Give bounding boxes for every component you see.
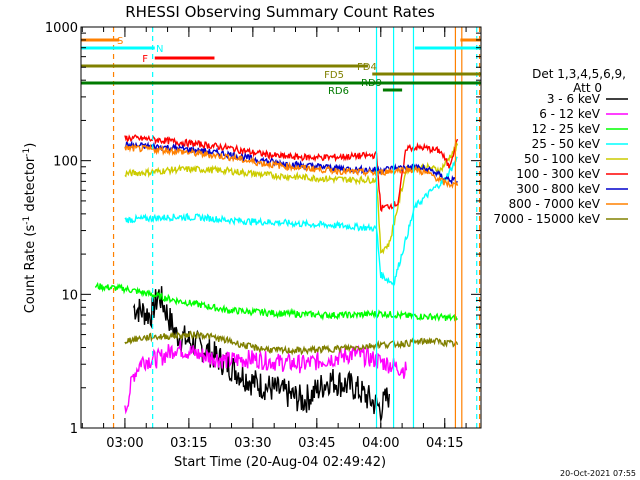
series-7000-15000-kev: [124, 330, 459, 356]
y-tick-label-100: 100: [53, 155, 78, 170]
flag-label-rd9: RD9: [361, 78, 382, 89]
vline-layer: [112, 27, 481, 428]
legend-label-12-25-kev: 12 - 25 keV: [532, 122, 601, 136]
flag-label-n: N: [156, 44, 163, 55]
legend-title-line1: Det 1,3,4,5,6,9,: [532, 67, 626, 81]
flag-label-rd6: RD6: [328, 86, 349, 97]
series-100-300-kev: [124, 134, 459, 213]
flag-layer: S NF FD4 FD5 RD9 RD6: [81, 36, 481, 97]
chart-title: RHESSI Observing Summary Count Rates: [125, 3, 435, 21]
y-tick-label-1000: 1000: [45, 21, 78, 36]
flag-label-f: F: [142, 54, 148, 65]
x-tick-label-03-30: 03:30: [234, 436, 271, 451]
legend-title-line2: Att 0: [573, 81, 602, 95]
y-tick-label-10: 10: [61, 288, 78, 303]
series-25-50-kev: [124, 156, 458, 288]
legend-label-100-300-kev: 100 - 300 keV: [516, 167, 600, 181]
flag-label-s: S: [117, 36, 123, 47]
legend-label-7000-15000-kev: 7000 - 15000 keV: [493, 212, 600, 226]
plot-frame: [80, 26, 482, 429]
series-3-6-kev: [132, 286, 390, 421]
x-tick-label-04-00: 04:00: [362, 436, 399, 451]
series-12-25-kev: [94, 281, 459, 322]
legend-label-25-50-kev: 25 - 50 keV: [532, 137, 601, 151]
x-tick-label-03-15: 03:15: [170, 436, 207, 451]
flag-label-fd5: FD5: [324, 70, 344, 81]
legend-label-800-7000-kev: 800 - 7000 keV: [509, 197, 601, 211]
legend-label-50-100-kev: 50 - 100 keV: [524, 152, 601, 166]
x-axis-ticks: 03:00 03:15 03:30 03:45 04:00 04:15: [81, 27, 467, 451]
x-tick-label-04-15: 04:15: [426, 436, 463, 451]
y-axis-ticks: 1 10 100 1000: [45, 21, 481, 437]
flag-label-fd4: FD4: [357, 62, 377, 73]
x-tick-label-03-00: 03:00: [106, 436, 143, 451]
legend-label-3-6-kev: 3 - 6 keV: [547, 92, 601, 106]
x-tick-label-03-45: 03:45: [298, 436, 335, 451]
legend-label-6-12-kev: 6 - 12 keV: [539, 107, 601, 121]
y-tick-label-1: 1: [70, 422, 78, 437]
x-axis-label: Start Time (20-Aug-04 02:49:42): [174, 455, 386, 470]
legend-label-300-800-kev: 300 - 800 keV: [516, 182, 600, 196]
series-50-100-kev: [124, 140, 459, 255]
series-layer: [94, 134, 459, 421]
y-axis-label: Count Rate (s-1 detector-1): [22, 143, 38, 314]
series-6-12-kev: [124, 340, 408, 415]
generation-timestamp: 20-Oct-2021 07:55: [560, 469, 636, 478]
series-800-7000-kev: [124, 143, 459, 189]
